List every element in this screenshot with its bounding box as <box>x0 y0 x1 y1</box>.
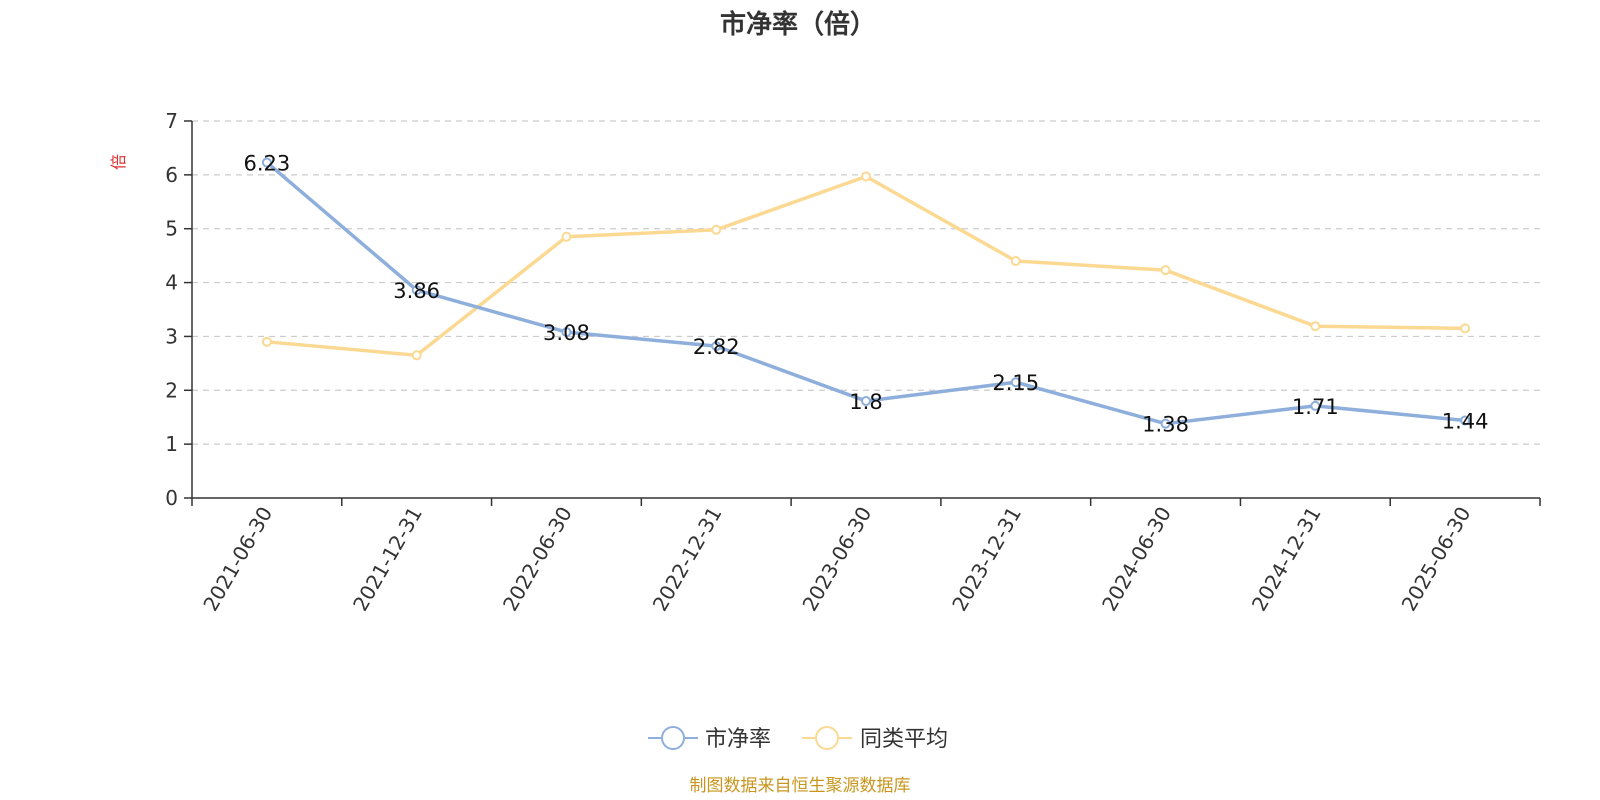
data-point[interactable] <box>1160 418 1171 429</box>
x-tick-label: 2025-06-30 <box>1397 503 1476 616</box>
x-tick-label: 2024-12-31 <box>1247 503 1326 616</box>
data-point[interactable] <box>1460 323 1471 334</box>
x-tick-label: 2024-06-30 <box>1097 503 1176 616</box>
data-point[interactable] <box>261 336 272 347</box>
x-tick-label: 2023-12-31 <box>947 503 1026 616</box>
data-label: 3.86 <box>393 279 440 303</box>
data-point[interactable] <box>1160 265 1171 276</box>
legend-label: 市净率 <box>705 727 771 752</box>
data-point[interactable] <box>861 396 871 407</box>
y-tick-label: 3 <box>165 324 178 348</box>
data-label: 1.8 <box>849 390 882 414</box>
y-tick-label: 6 <box>165 163 178 187</box>
data-point[interactable] <box>411 285 422 296</box>
y-axis-unit-label: 倍 <box>109 154 128 170</box>
data-point[interactable] <box>561 231 572 242</box>
chart-title: 市净率（倍） <box>720 9 876 40</box>
legend-marker <box>661 726 685 750</box>
x-tick-label: 2023-06-30 <box>797 503 876 616</box>
y-tick-label: 5 <box>165 217 178 241</box>
axes: 0 1 2 3 4 5 6 7 2021-06-30 2021-12-31 2022-06-30 20… <box>165 109 1541 616</box>
legend-marker <box>815 726 839 750</box>
data-point[interactable] <box>861 171 871 182</box>
data-point[interactable] <box>561 327 572 338</box>
y-tick-label: 2 <box>165 378 178 402</box>
y-tick-label: 4 <box>165 271 178 295</box>
data-label: 2.15 <box>992 371 1039 395</box>
series-line-0 <box>265 161 1466 426</box>
data-label: 1.71 <box>1292 395 1339 419</box>
series-layer <box>261 157 1471 429</box>
data-labels: 6.23 3.86 3.08 2.82 1.8 2.15 1.38 1.71 1.44 <box>244 151 1489 436</box>
x-tick-label: 2022-06-30 <box>498 503 577 616</box>
legend-item-0[interactable]: 市净率 <box>648 726 771 752</box>
data-label: 1.44 <box>1442 409 1489 433</box>
data-label: 1.38 <box>1142 413 1189 437</box>
x-tick-label: 2021-12-31 <box>348 503 427 616</box>
data-point[interactable] <box>1310 321 1321 332</box>
y-tick-label: 0 <box>165 486 178 510</box>
data-point[interactable] <box>261 157 272 168</box>
data-point[interactable] <box>1010 256 1021 267</box>
data-point[interactable] <box>1460 415 1471 426</box>
data-label: 2.82 <box>693 335 740 359</box>
data-point[interactable] <box>411 350 422 361</box>
y-tick-label: 7 <box>165 109 178 133</box>
legend[interactable]: 市净率 同类平均 <box>648 726 948 752</box>
legend-label: 同类平均 <box>860 727 948 752</box>
legend-item-1[interactable]: 同类平均 <box>802 726 948 752</box>
data-source-note: 制图数据来自恒生聚源数据库 <box>690 776 911 796</box>
data-point[interactable] <box>1310 400 1321 411</box>
data-point[interactable] <box>711 341 722 352</box>
data-label: 6.23 <box>244 151 291 175</box>
data-point[interactable] <box>1010 377 1021 388</box>
data-point[interactable] <box>711 224 722 235</box>
x-tick-label: 2022-12-31 <box>648 503 727 616</box>
data-label: 3.08 <box>543 321 590 345</box>
series-line-1 <box>266 174 1466 358</box>
x-tick-label: 2021-06-30 <box>198 503 277 616</box>
y-tick-label: 1 <box>165 432 178 456</box>
